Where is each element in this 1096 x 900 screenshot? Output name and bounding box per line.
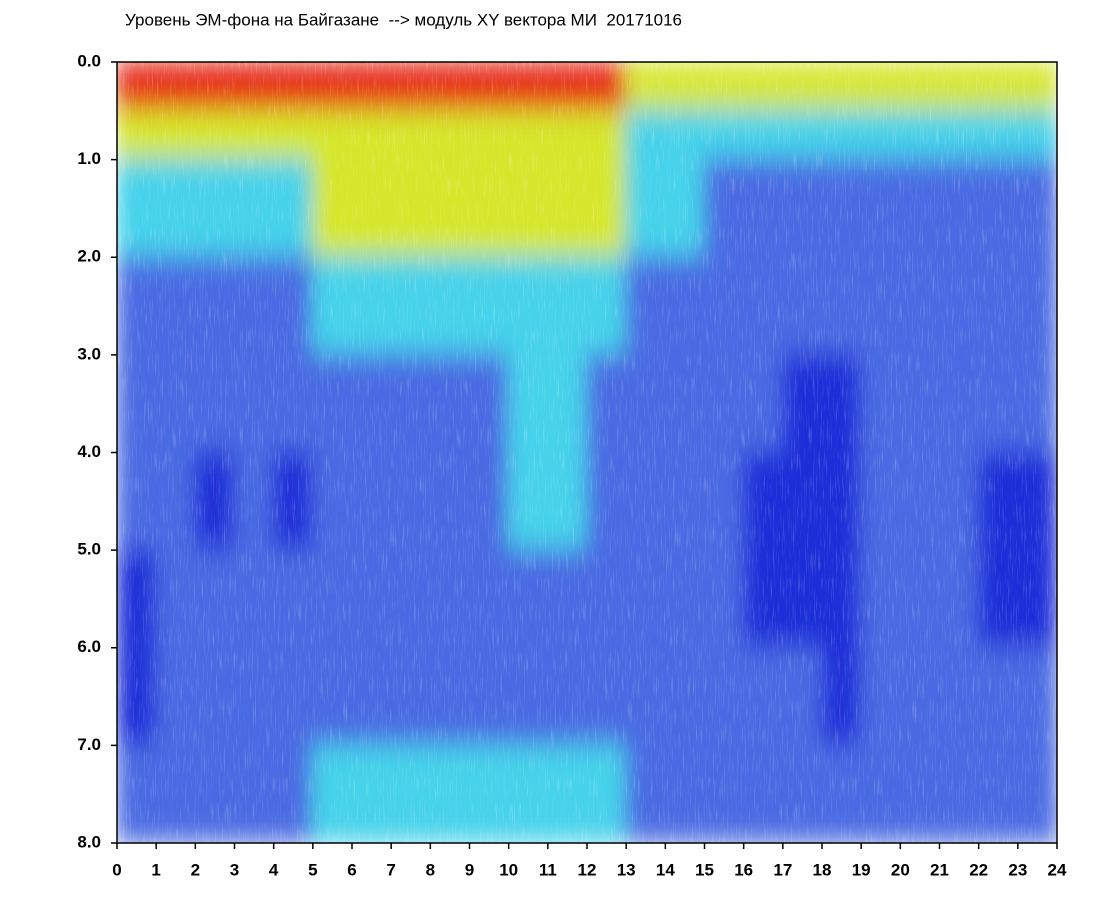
x-tick-label: 20 (891, 860, 910, 879)
x-tick-label: 12 (578, 860, 597, 879)
y-tick-label: 4.0 (77, 442, 101, 461)
x-tick-label: 3 (230, 860, 239, 879)
x-tick-label: 9 (465, 860, 474, 879)
chart-title: Уровень ЭМ-фона на Байгазане --> модуль … (125, 10, 682, 29)
x-tick-label: 0 (112, 860, 121, 879)
x-tick-label: 6 (347, 860, 356, 879)
y-tick-label: 1.0 (77, 149, 101, 168)
x-tick-label: 17 (773, 860, 792, 879)
x-tick-label: 10 (499, 860, 518, 879)
x-tick-label: 4 (269, 860, 279, 879)
x-tick-label: 1 (151, 860, 160, 879)
y-tick-label: 2.0 (77, 247, 101, 266)
x-tick-label: 5 (308, 860, 317, 879)
x-tick-label: 2 (191, 860, 200, 879)
y-tick-label: 8.0 (77, 832, 101, 851)
x-tick-label: 24 (1048, 860, 1067, 879)
x-tick-label: 14 (656, 860, 675, 879)
texture (117, 62, 1057, 843)
x-tick-label: 11 (539, 860, 557, 879)
x-tick-label: 23 (1008, 860, 1027, 879)
x-tick-label: 15 (695, 860, 714, 879)
x-tick-label: 18 (813, 860, 832, 879)
x-tick-label: 21 (930, 860, 949, 879)
x-tick-label: 13 (617, 860, 636, 879)
x-tick-label: 7 (386, 860, 395, 879)
y-tick-label: 6.0 (77, 637, 101, 656)
x-tick-label: 16 (734, 860, 753, 879)
y-tick-label: 0.0 (77, 51, 101, 70)
x-tick-label: 22 (969, 860, 988, 879)
y-tick-label: 5.0 (77, 540, 101, 559)
y-tick-label: 3.0 (77, 344, 101, 363)
y-tick-label: 7.0 (77, 735, 101, 754)
x-tick-label: 8 (426, 860, 435, 879)
x-tick-label: 19 (852, 860, 871, 879)
